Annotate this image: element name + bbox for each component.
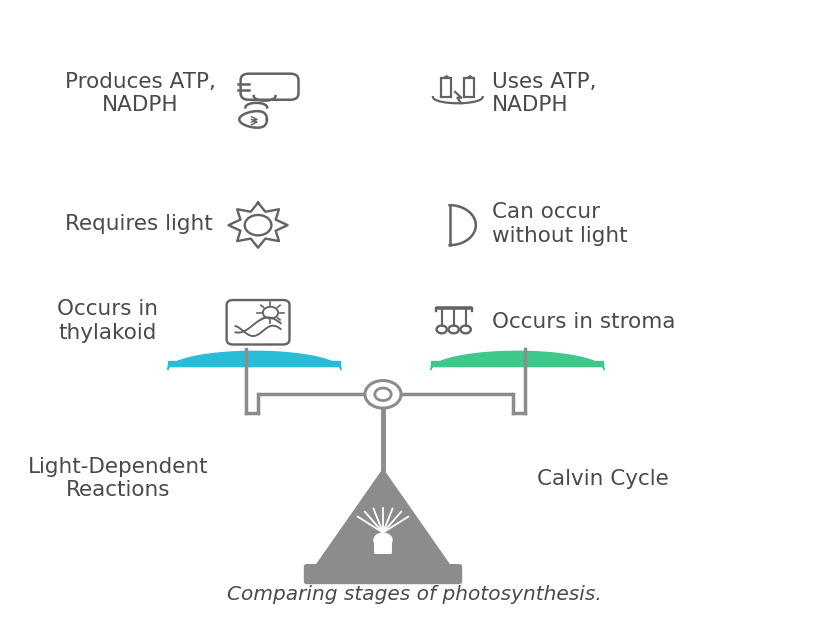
Text: Can occur
without light: Can occur without light [492, 202, 627, 245]
Bar [440, 78, 450, 97]
Circle shape [365, 380, 400, 408]
Text: Comparing stages of photosynthesis.: Comparing stages of photosynthesis. [227, 585, 601, 604]
FancyBboxPatch shape [375, 543, 390, 553]
Text: Calvin Cycle: Calvin Cycle [537, 469, 668, 489]
Polygon shape [315, 470, 450, 566]
FancyBboxPatch shape [304, 565, 461, 583]
Text: Occurs in
thylakoid: Occurs in thylakoid [56, 300, 157, 343]
Text: Light-Dependent
Reactions: Light-Dependent Reactions [28, 458, 208, 501]
Text: Produces ATP,
NADPH: Produces ATP, NADPH [65, 72, 216, 115]
Text: Occurs in stroma: Occurs in stroma [492, 312, 675, 332]
Text: Uses ATP,
NADPH: Uses ATP, NADPH [492, 72, 596, 115]
Circle shape [374, 533, 391, 547]
Text: Requires light: Requires light [65, 214, 213, 234]
Bar [464, 78, 474, 97]
